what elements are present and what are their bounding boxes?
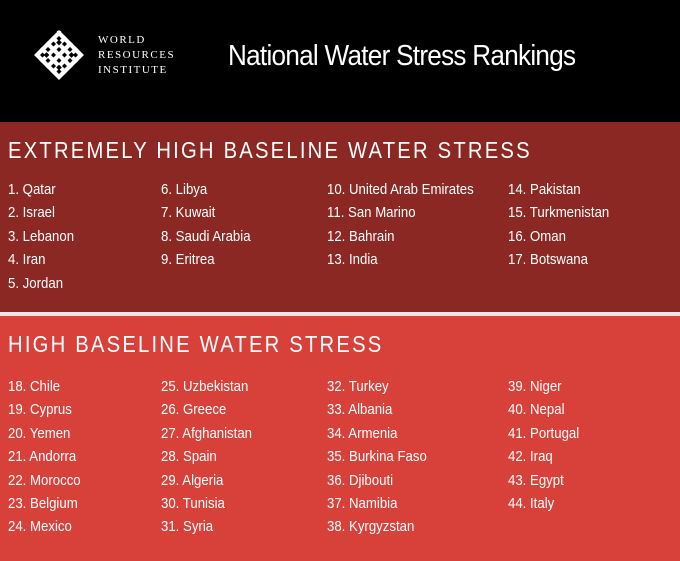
country-item: 15. Turkmenistan <box>508 204 610 222</box>
header: WORLD RESOURCES INSTITUTE National Water… <box>0 0 680 122</box>
country-item: 28. Spain <box>161 448 217 466</box>
country-item: 4. Iran <box>8 251 46 269</box>
country-item: 43. Egypt <box>508 471 564 489</box>
extreme-column-4: 14. Pakistan 15. Turkmenistan 16. Oman 1… <box>508 178 623 272</box>
country-item: 23. Belgium <box>8 494 78 512</box>
country-item: 42. Iraq <box>508 448 553 466</box>
extreme-stress-section: EXTREMELY HIGH BASELINE WATER STRESS 1. … <box>0 122 680 312</box>
country-item: 44. Italy <box>508 494 555 512</box>
country-item: 35. Burkina Faso <box>327 448 427 466</box>
country-item: 5. Jordan <box>8 274 64 292</box>
country-item: 24. Mexico <box>8 518 72 536</box>
country-item: 26. Greece <box>161 401 227 419</box>
extreme-column-1: 1. Qatar 2. Israel 3. Lebanon 4. Iran 5.… <box>8 178 83 295</box>
country-item: 22. Morocco <box>8 471 81 489</box>
country-item: 7. Kuwait <box>161 204 216 222</box>
country-item: 6. Libya <box>161 181 208 198</box>
country-item: 29. Algeria <box>161 471 224 489</box>
country-item: 27. Afghanistan <box>161 424 253 442</box>
country-item: 19. Cyprus <box>8 401 72 419</box>
org-name-line3: INSTITUTE <box>98 64 168 76</box>
country-item: 32. Turkey <box>327 378 389 395</box>
country-item: 12. Bahrain <box>327 227 395 245</box>
org-name: WORLD RESOURCES INSTITUTE <box>98 33 175 78</box>
high-column-3: 32. Turkey 33. Albania 34. Armenia 35. B… <box>327 375 440 539</box>
country-item: 10. United Arab Emirates <box>327 181 474 198</box>
country-item: 40. Nepal <box>508 401 565 419</box>
country-item: 38. Kyrgyzstan <box>327 518 415 536</box>
extreme-column-3: 10. United Arab Emirates 11. San Marino … <box>327 178 494 272</box>
high-stress-heading: HIGH BASELINE WATER STRESS <box>8 331 384 357</box>
country-item: 2. Israel <box>8 204 55 222</box>
page-title: National Water Stress Rankings <box>228 40 576 72</box>
high-stress-section: HIGH BASELINE WATER STRESS 18. Chile 19.… <box>0 316 680 561</box>
country-item: 34. Armenia <box>327 424 398 442</box>
country-item: 21. Andorra <box>8 448 77 466</box>
high-column-1: 18. Chile 19. Cyprus 20. Yemen 21. Andor… <box>8 375 91 539</box>
high-column-2: 25. Uzbekistan 26. Greece 27. Afghanista… <box>161 375 264 539</box>
country-item: 16. Oman <box>508 227 566 245</box>
country-item: 33. Albania <box>327 401 393 419</box>
country-item: 39. Niger <box>508 378 562 395</box>
org-name-line2: RESOURCES <box>98 49 176 61</box>
country-item: 1. Qatar <box>8 181 56 198</box>
high-column-4: 39. Niger 40. Nepal 41. Portugal 42. Ira… <box>508 375 589 515</box>
country-item: 18. Chile <box>8 378 61 395</box>
country-item: 20. Yemen <box>8 424 71 442</box>
section-divider <box>0 312 680 316</box>
country-item: 31. Syria <box>161 518 214 536</box>
extreme-column-2: 6. Libya 7. Kuwait 8. Saudi Arabia 9. Er… <box>161 178 263 272</box>
extreme-stress-heading: EXTREMELY HIGH BASELINE WATER STRESS <box>8 137 532 163</box>
country-item: 13. India <box>327 251 378 269</box>
country-item: 14. Pakistan <box>508 181 581 198</box>
country-item: 25. Uzbekistan <box>161 378 249 395</box>
wri-knot-logo-icon <box>34 30 84 80</box>
country-item: 8. Saudi Arabia <box>161 227 251 245</box>
org-name-line1: WORLD <box>98 34 146 46</box>
country-item: 3. Lebanon <box>8 227 75 245</box>
country-item: 37. Namibia <box>327 494 398 512</box>
country-item: 41. Portugal <box>508 424 580 442</box>
country-item: 36. Djibouti <box>327 471 394 489</box>
country-item: 17. Botswana <box>508 251 588 269</box>
country-item: 30. Tunisia <box>161 494 225 512</box>
country-item: 11. San Marino <box>327 204 416 222</box>
country-item: 9. Eritrea <box>161 251 215 269</box>
